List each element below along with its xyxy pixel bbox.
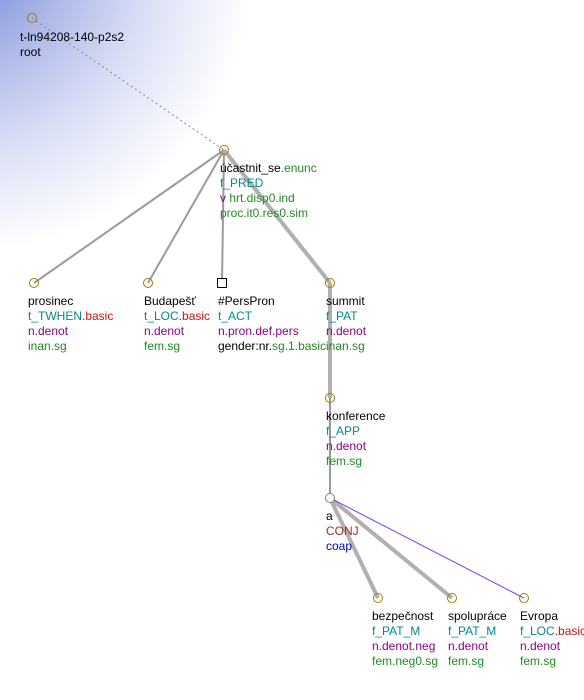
label-text: Evropa [520, 609, 584, 624]
label-text: fem.sg [326, 454, 385, 469]
label-text: .basic [555, 624, 584, 638]
label-text: fem.sg [520, 654, 584, 669]
label-budapest: Budapešťt_LOC.basicn.denotfem.sg [144, 294, 210, 354]
label-text: #PersPron [218, 294, 326, 309]
label-text: inan.sg [28, 339, 113, 354]
label-text: bezpečnost [372, 609, 438, 624]
label-text: t_ACT [218, 309, 326, 324]
label-text: .basic [82, 309, 113, 323]
node-evropa [519, 593, 529, 603]
node-konference [325, 393, 335, 403]
label-text: f_PAT_M [448, 624, 507, 639]
label-text: fem.sg [448, 654, 507, 669]
label-text: n.denot [448, 639, 507, 654]
node-prosinec [29, 278, 39, 288]
label-text: t_TWHEN [28, 309, 82, 323]
label-root: t-ln94208-140-p2s2root [20, 30, 124, 60]
node-root [27, 13, 37, 23]
label-text: CONJ [326, 524, 359, 539]
edge [34, 150, 224, 283]
label-text: sg.1.basic [272, 339, 326, 353]
tree-canvas: t-ln94208-140-p2s2rootúčastnit_se.enuncf… [0, 0, 584, 700]
label-text: n.denot [326, 324, 366, 339]
label-text: f_PAT [326, 309, 366, 324]
label-ucastnit: účastnit_se.enuncf_PREDv hrt.disp0.indpr… [220, 161, 317, 221]
label-text: f_APP [326, 424, 385, 439]
node-ucastnit [219, 145, 229, 155]
label-text: n.denot.neg [372, 639, 438, 654]
label-text: root [20, 45, 124, 60]
label-text: fem.neg0.sg [372, 654, 438, 669]
label-text: Budapešť [144, 294, 210, 309]
label-text: fem.sg [144, 339, 210, 354]
node-spoluprace [447, 593, 457, 603]
label-text: .enunc [281, 161, 317, 175]
label-text: n.denot [520, 639, 584, 654]
label-spoluprace: spoluprácef_PAT_Mn.denotfem.sg [448, 609, 507, 669]
node-a [325, 493, 335, 503]
label-text: hrt.disp0.ind [229, 191, 294, 205]
node-budapest [143, 278, 153, 288]
label-evropa: Evropaf_LOC.basicn.denotfem.sg [520, 609, 584, 669]
label-text: n.denot [28, 324, 113, 339]
label-text: summit [326, 294, 366, 309]
label-text: n.denot [144, 324, 210, 339]
label-text: f_PRED [220, 176, 317, 191]
label-a: aCONJcoap [326, 509, 359, 554]
label-text: gender:nr. [218, 339, 272, 353]
label-perspron: #PersPront_ACTn.pron.def.persgender:nr.s… [218, 294, 326, 354]
label-text: spolupráce [448, 609, 507, 624]
label-text: a [326, 509, 359, 524]
label-konference: konferencef_APPn.denotfem.sg [326, 409, 385, 469]
label-text: coap [326, 539, 359, 554]
node-perspron [217, 278, 227, 288]
label-text: v [220, 191, 229, 205]
label-bezpecnost: bezpečnostf_PAT_Mn.denot.negfem.neg0.sg [372, 609, 438, 669]
label-text: n.denot [326, 439, 385, 454]
label-text: t_LOC [144, 309, 179, 323]
label-text: konference [326, 409, 385, 424]
label-text: .basic [179, 309, 210, 323]
edge [330, 498, 524, 598]
label-text: inan.sg [326, 339, 366, 354]
label-text: prosinec [28, 294, 113, 309]
label-text: t-ln94208-140-p2s2 [20, 30, 124, 45]
label-text: f_PAT_M [372, 624, 438, 639]
node-bezpecnost [373, 593, 383, 603]
label-text: účastnit_se [220, 161, 281, 175]
label-summit: summitf_PATn.denotinan.sg [326, 294, 366, 354]
label-text: f_LOC [520, 624, 555, 638]
node-summit [325, 278, 335, 288]
label-text: n.pron.def.pers [218, 324, 326, 339]
label-prosinec: prosinect_TWHEN.basicn.denotinan.sg [28, 294, 113, 354]
label-text: proc.it0.res0.sim [220, 206, 317, 221]
edge [148, 150, 224, 283]
